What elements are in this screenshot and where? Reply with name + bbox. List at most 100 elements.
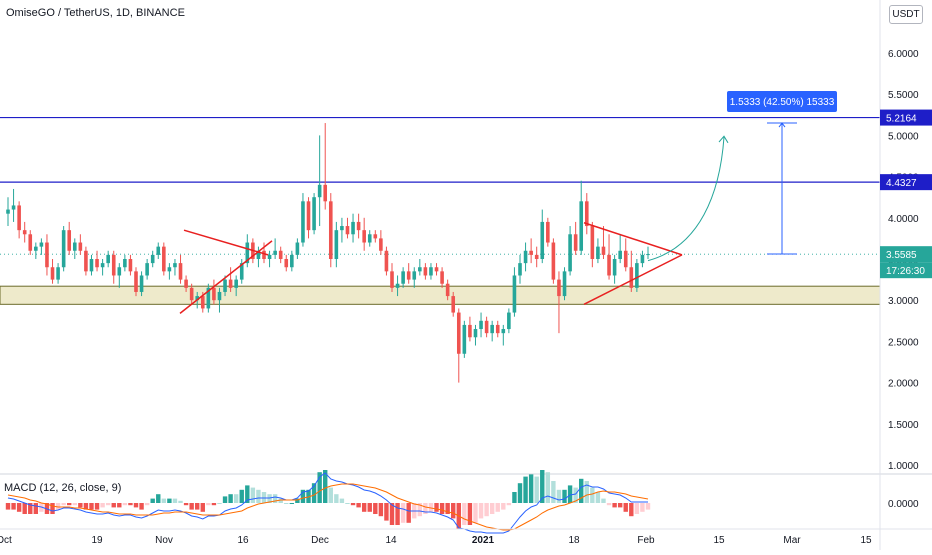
price-label-upper-line-box [880, 109, 932, 126]
price-tick: 5.0000 [888, 131, 919, 142]
macd-histogram-bar [178, 500, 183, 503]
macd-histogram-bar [128, 503, 133, 506]
price-label-lower-line: 4.4327 [886, 178, 917, 189]
macd-histogram-bar [439, 503, 445, 514]
price-label-upper-line: 5.2164 [886, 114, 917, 125]
candle-body [612, 259, 617, 276]
macd-histogram-bar [540, 470, 545, 503]
macd-histogram-bar [634, 503, 640, 514]
candle-body [262, 250, 266, 259]
macd-histogram-bar [256, 489, 261, 503]
candle-body [390, 271, 394, 288]
candle-body [429, 267, 433, 276]
candle-body [134, 271, 138, 292]
candle-body [406, 271, 411, 280]
candle-body [106, 254, 110, 264]
candle-body [479, 320, 483, 330]
macd-histogram-bar [206, 503, 211, 506]
price-tick: 1.5000 [888, 420, 919, 431]
macd-histogram-bar [623, 503, 628, 512]
macd-histogram-bar [428, 503, 434, 512]
time-tick: Nov [155, 535, 173, 546]
macd-histogram-bar [361, 503, 367, 512]
candle-body [72, 242, 77, 251]
macd-histogram-bar [484, 503, 489, 517]
time-tick: 2021 [472, 535, 495, 546]
macd-histogram-bar [300, 489, 306, 503]
macd-histogram-bar [317, 472, 322, 503]
macd-histogram-bar [189, 503, 194, 510]
candle-body [451, 296, 456, 313]
macd-histogram-bar [100, 503, 105, 508]
candle-body [401, 271, 405, 284]
candle-body [34, 246, 38, 251]
candle-body [234, 279, 238, 288]
macd-histogram-bar [11, 503, 16, 510]
macd-histogram-bar [501, 503, 506, 510]
candle-body [61, 230, 66, 268]
macd-histogram-bar [195, 503, 200, 510]
measure-tooltip-box [727, 91, 837, 112]
macd-histogram-bar [523, 476, 528, 503]
candle-body [334, 230, 339, 259]
candle-body [212, 287, 216, 301]
support-zone [0, 285, 881, 305]
triangle-2-upper [583, 222, 683, 256]
candle-body [640, 254, 645, 264]
price-tick: 4.0000 [888, 214, 919, 225]
candle-body [468, 324, 472, 338]
candle-body [89, 259, 94, 272]
price-tick: 1.0000 [888, 461, 919, 472]
macd-histogram-bar [217, 503, 222, 504]
price-tick: 3.0000 [888, 296, 919, 307]
macd-histogram-bar [328, 487, 333, 503]
macd-histogram-bar [161, 498, 167, 503]
macd-histogram-bar [640, 503, 645, 512]
candle-body [162, 246, 166, 272]
time-tick: Mar [783, 535, 801, 546]
candle-body [139, 275, 144, 292]
candle-body [145, 263, 149, 276]
macd-histogram-bar [345, 503, 350, 504]
macd-histogram-bar [579, 478, 584, 503]
macd-histogram-bar [323, 470, 328, 503]
macd-histogram-bar [367, 503, 372, 512]
candle-body [284, 259, 289, 268]
candle-body [56, 267, 60, 280]
candle-body [462, 324, 467, 354]
macd-histogram-bar [400, 503, 406, 523]
candle-body [184, 279, 188, 288]
macd-histogram-bar [434, 503, 439, 512]
candle-body [573, 234, 578, 251]
macd-histogram-bar [233, 494, 239, 503]
signal-line [7, 483, 649, 531]
macd-histogram-bar [239, 489, 244, 503]
candle-body [418, 267, 422, 272]
candle-body [273, 250, 277, 255]
candle-body [11, 205, 16, 210]
candle-body [434, 267, 439, 272]
candle-body [490, 324, 494, 334]
candle-body [78, 242, 83, 251]
macd-histogram-bar [528, 474, 534, 503]
time-tick: Dec [311, 535, 329, 546]
candle-body [200, 296, 205, 309]
candle-body [256, 250, 261, 259]
candle-body [50, 267, 55, 280]
macd-histogram-bar [350, 503, 356, 506]
triangle-2-lower [583, 254, 683, 305]
price-label-lower-line-box [880, 174, 932, 191]
candle-body [546, 221, 550, 243]
currency-button[interactable]: USDT [889, 5, 923, 24]
candle-body [384, 250, 389, 272]
macd-histogram-bar [378, 503, 384, 517]
candle-body [601, 246, 606, 255]
countdown-label: 17:26:30 [886, 266, 925, 277]
projection-arrowhead [718, 135, 729, 144]
macd-histogram-bar [16, 503, 22, 512]
macd-histogram-bar [467, 503, 473, 525]
macd-histogram-bar [33, 503, 39, 514]
macd-histogram-bar [105, 503, 111, 506]
